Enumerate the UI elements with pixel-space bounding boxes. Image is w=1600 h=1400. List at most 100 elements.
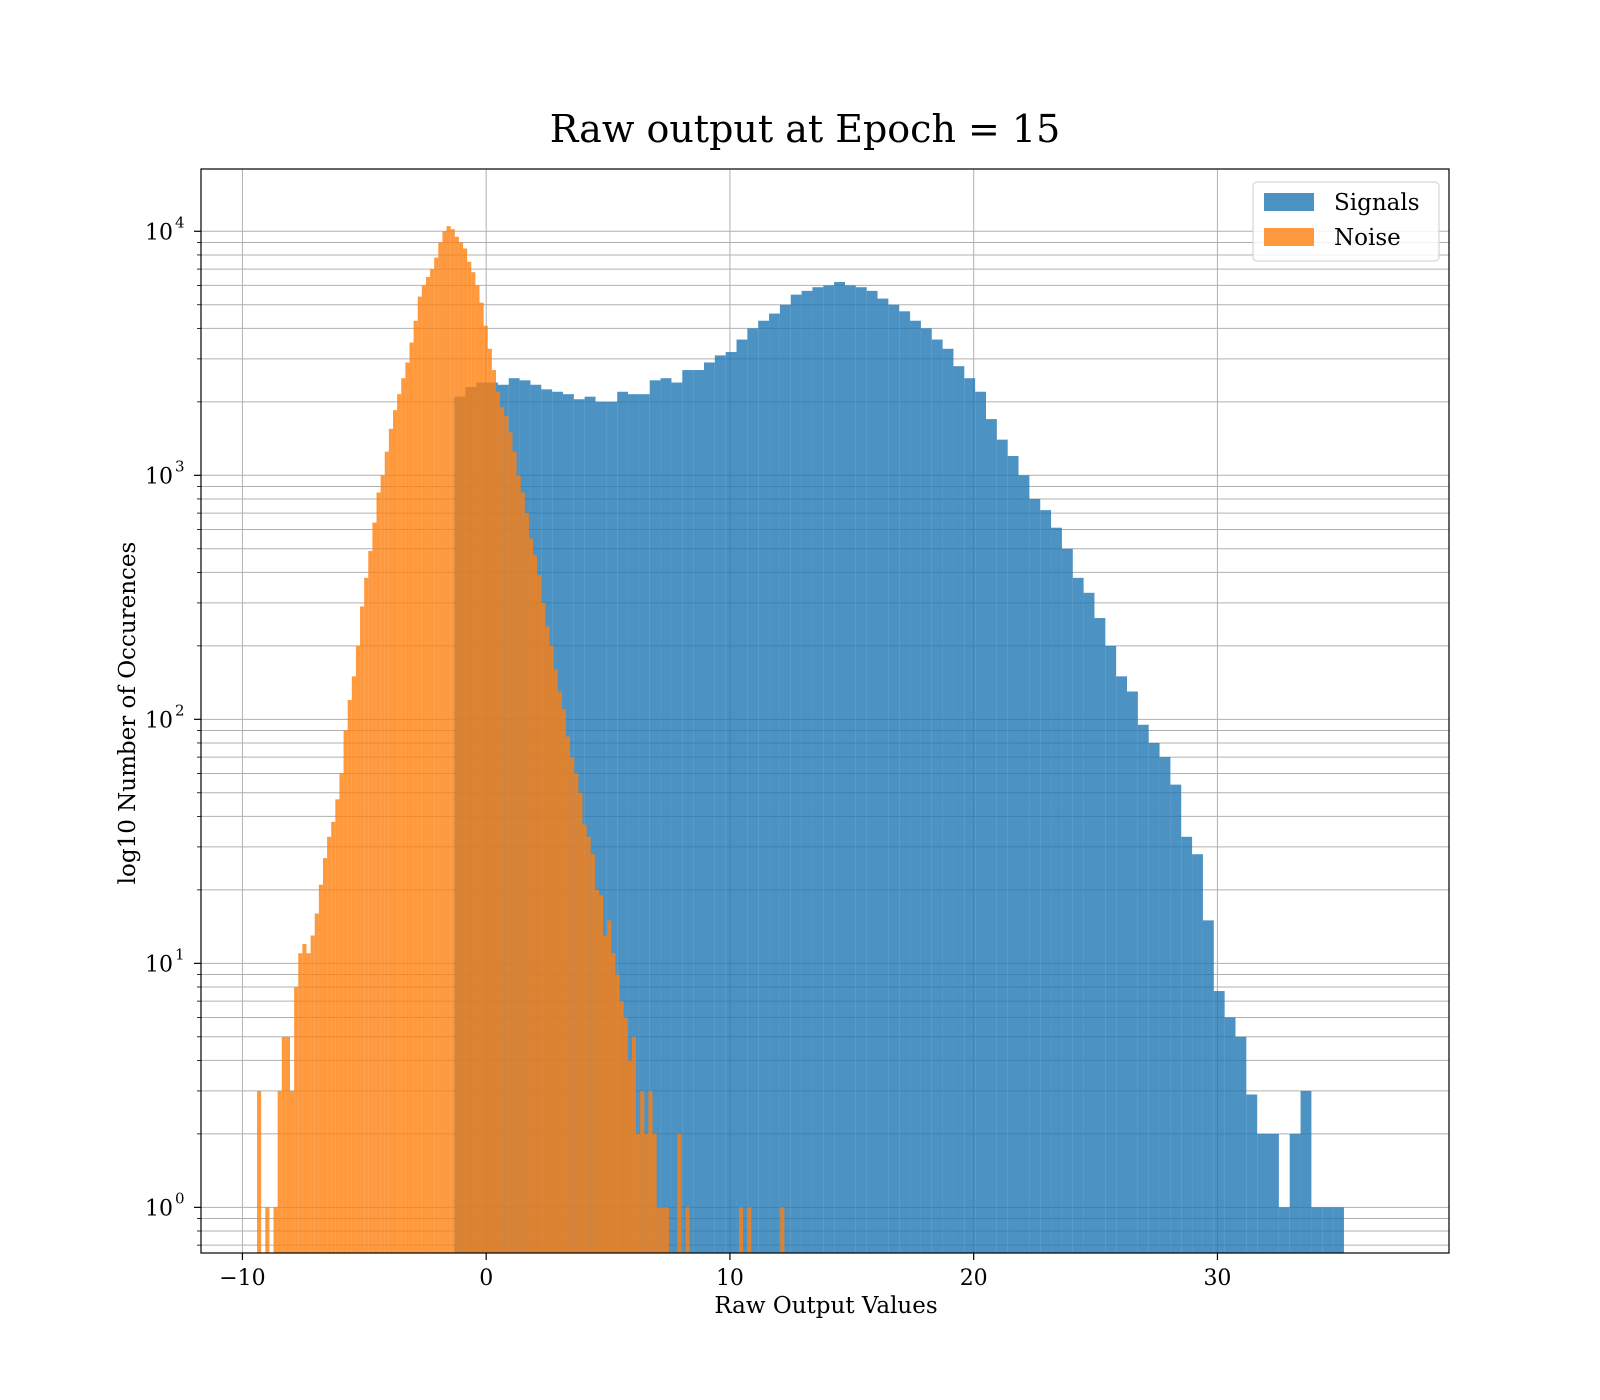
noise-bar [491, 370, 496, 1254]
noise-bar [537, 575, 542, 1253]
noise-bar [640, 1090, 645, 1253]
signals-bar [617, 391, 629, 1253]
noise-bar [265, 1207, 270, 1253]
noise-bar [318, 884, 323, 1253]
signals-bar [1094, 618, 1106, 1253]
y-tick-exponent: 1 [175, 945, 185, 963]
noise-bar [413, 320, 418, 1253]
noise-bar [524, 513, 529, 1253]
signals-bar [1300, 1090, 1312, 1253]
signals-bar [931, 339, 943, 1253]
x-tick-label: 30 [1203, 1266, 1231, 1291]
signals-bar [606, 401, 618, 1253]
noise-bar [566, 736, 571, 1253]
noise-bar [360, 606, 365, 1253]
noise-bar [615, 974, 620, 1253]
noise-bar [388, 428, 394, 1254]
signals-bar [1322, 1207, 1334, 1253]
signals-bar [769, 313, 780, 1253]
y-tick-label: 10 [145, 464, 173, 489]
signals-bar [1072, 577, 1084, 1253]
noise-bar [372, 522, 377, 1253]
noise-bar [508, 432, 513, 1254]
y-axis-label: log10 Number of Occurences [115, 542, 141, 885]
noise-bar [331, 821, 336, 1253]
noise-bar [471, 272, 476, 1254]
signals-bar [595, 401, 607, 1253]
noise-bar [442, 231, 447, 1254]
noise-bar [364, 577, 369, 1253]
noise-bar [504, 415, 509, 1253]
noise-bar [310, 935, 315, 1253]
signals-bar [584, 396, 596, 1254]
signals-bar [758, 320, 770, 1253]
signals-bar [1018, 475, 1030, 1253]
noise-bar [656, 1207, 661, 1253]
signals-bar [866, 290, 878, 1254]
noise-bar [339, 773, 344, 1253]
noise-bar [631, 1036, 637, 1253]
signals-bar [1127, 691, 1138, 1253]
signals-bar [1029, 498, 1041, 1253]
noise-bar [623, 1017, 628, 1253]
signals-bar [1224, 1017, 1236, 1253]
noise-bar [479, 302, 484, 1253]
noise-bar [393, 410, 398, 1253]
signals-bar [899, 311, 911, 1253]
legend: Signals Noise [1252, 181, 1440, 262]
signals-bar [638, 394, 650, 1253]
signals-bar [1159, 757, 1171, 1253]
signals-bar [1235, 1036, 1247, 1253]
noise-bar [405, 362, 410, 1253]
noise-bar [500, 407, 505, 1253]
noise-bar [636, 1133, 641, 1253]
noise-bar [603, 935, 608, 1253]
noise-bar [368, 550, 373, 1253]
signals-bar [693, 370, 704, 1254]
noise-bar [516, 475, 521, 1253]
noise-bar [685, 1207, 690, 1253]
noise-bar [582, 824, 587, 1253]
noise-bar [570, 757, 575, 1253]
noise-bar [302, 944, 307, 1253]
signals-bar [877, 298, 889, 1253]
signals-bar [736, 339, 748, 1253]
noise-bar [425, 276, 431, 1254]
noise-bar [273, 1207, 278, 1253]
legend-label-noise: Noise [1334, 225, 1401, 251]
noise-bar [434, 257, 439, 1253]
y-tick-label: 10 [145, 1196, 173, 1221]
noise-bar [380, 475, 385, 1253]
signals-bar [1083, 592, 1095, 1253]
series-noise [257, 226, 785, 1254]
signals-bar [779, 304, 791, 1254]
y-tick-exponent: 3 [175, 457, 185, 475]
noise-bar [314, 913, 319, 1253]
signals-bar [812, 287, 824, 1253]
noise-bar [512, 451, 517, 1253]
noise-bar [644, 1133, 649, 1253]
signals-bar [1257, 1133, 1269, 1253]
noise-bar [290, 1090, 295, 1253]
noise-bar [430, 269, 435, 1253]
signals-bar [801, 290, 813, 1254]
y-tick-label: 10 [145, 220, 173, 245]
noise-bar [421, 285, 426, 1253]
x-tick-label: 0 [479, 1266, 493, 1291]
noise-bar [306, 953, 311, 1253]
signals-bar [975, 391, 986, 1253]
noise-bar [611, 953, 616, 1253]
noise-bar [619, 1001, 624, 1253]
noise-bar [594, 889, 599, 1253]
signals-bar [1051, 527, 1062, 1253]
noise-bar [553, 669, 558, 1253]
noise-bar [677, 1133, 682, 1253]
signals-bar [855, 287, 867, 1253]
signals-bar [1181, 836, 1193, 1253]
signals-bar [1061, 548, 1073, 1253]
signals-bar [1170, 784, 1182, 1253]
noise-bar [780, 1207, 785, 1253]
noise-bar [520, 492, 525, 1254]
noise-bar [483, 325, 488, 1253]
